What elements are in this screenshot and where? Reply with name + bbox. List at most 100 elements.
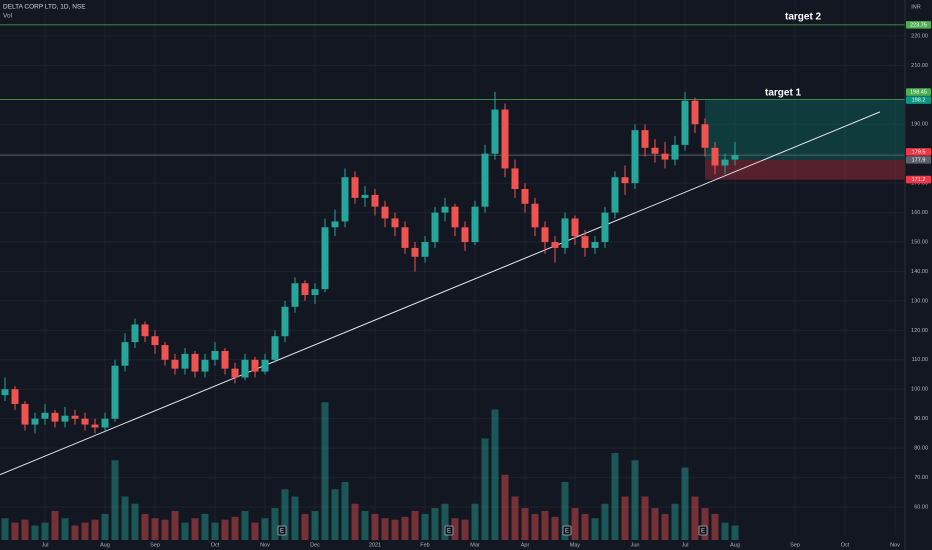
candle-body (371, 194, 379, 207)
x-tick-label: Jun (631, 542, 640, 548)
event-label: E (280, 529, 284, 535)
volume-bar (581, 513, 589, 540)
volume-bar (131, 503, 139, 540)
volume-bar (451, 518, 459, 540)
candle-body (611, 177, 619, 213)
candle-body (161, 345, 169, 360)
candle-body (1, 389, 9, 396)
candle-body (151, 336, 159, 346)
candle-body (321, 227, 329, 290)
candle-body (31, 418, 39, 425)
price-label-box (906, 21, 931, 29)
volume-bar (51, 511, 59, 540)
candle-body (651, 147, 659, 154)
candle-body (581, 236, 589, 248)
candle-body (181, 353, 189, 369)
price-label: 198.2 (912, 98, 926, 104)
volume-bar (441, 503, 449, 540)
candle-body (401, 227, 409, 248)
candle-body (731, 155, 739, 160)
x-tick-label: Apr (521, 542, 530, 548)
candle-body (131, 324, 139, 343)
annotation: target 2 (785, 12, 822, 23)
event-marker (698, 525, 708, 536)
volume-bar (41, 522, 49, 540)
price-label-box (906, 156, 931, 164)
volume-bar (431, 508, 439, 540)
candle-body (411, 247, 419, 257)
candle-body (21, 403, 29, 425)
candle-body (61, 415, 69, 422)
candle-body (121, 342, 129, 366)
volume-bar (471, 503, 479, 540)
volume-bar (341, 482, 349, 540)
price-label: 171.2 (912, 177, 926, 183)
candle-body (421, 242, 429, 257)
candle-body (91, 424, 99, 428)
volume-bar (661, 513, 669, 540)
candle-body (231, 368, 239, 378)
y-tick-label: 120.00 (911, 328, 928, 334)
candle-body (71, 415, 79, 419)
candle-body (441, 206, 449, 213)
volume-bar (501, 474, 509, 540)
volume-bar (61, 518, 69, 540)
volume-bar (31, 525, 39, 540)
event-label: E (447, 529, 451, 535)
candle-body (481, 153, 489, 207)
loss-zone (705, 159, 905, 180)
volume-bar (221, 519, 229, 540)
price-label-box (906, 96, 931, 104)
volume-bar (301, 513, 309, 540)
y-tick-label: 100.00 (911, 387, 928, 393)
volume-bar (271, 508, 279, 540)
volume-bar (291, 496, 299, 540)
event-marker (562, 525, 572, 536)
volume-bar (411, 511, 419, 540)
event-label: E (565, 529, 569, 535)
volume-bar (421, 513, 429, 540)
y-tick-label: 70.00 (914, 475, 928, 481)
candle-body (511, 168, 519, 190)
candle-body (351, 177, 359, 198)
x-tick-label: Feb (420, 542, 429, 548)
volume-bar (261, 518, 269, 540)
volume-bar (281, 489, 289, 540)
candle-body (211, 350, 219, 360)
x-tick-label: Aug (730, 542, 740, 548)
y-tick-label: 60.00 (914, 504, 928, 510)
candle-body (51, 412, 59, 422)
candle-body (101, 418, 109, 428)
candle-body (41, 412, 49, 419)
candle-body (281, 306, 289, 337)
candle-body (341, 177, 349, 222)
volume-bar (551, 516, 559, 540)
candle-body (261, 359, 269, 372)
volume-bar (561, 482, 569, 540)
y-tick-label: 110.00 (912, 357, 928, 363)
candle-body (221, 350, 229, 369)
y-tick-label: 170.00 (911, 181, 928, 187)
candle-body (241, 359, 249, 378)
volume-bar (381, 518, 389, 540)
price-label: 177.9 (912, 157, 926, 163)
trendline (0, 111, 881, 476)
y-tick-label: 80.00 (914, 446, 928, 452)
x-tick-label: Jul (681, 542, 688, 548)
candle-body (541, 227, 549, 243)
price-axis (905, 0, 932, 550)
price-label: 223.75 (910, 22, 927, 28)
candle-body (641, 130, 649, 148)
volume-bar (631, 460, 639, 540)
price-label: 179.5 (912, 149, 926, 155)
volume-bar (11, 522, 19, 540)
currency[interactable]: INR (911, 4, 921, 10)
volume-bar (111, 460, 119, 540)
event-label: E (701, 529, 705, 535)
volume-bar (601, 503, 609, 540)
volume-bar (531, 513, 539, 540)
x-tick-label: Jul (41, 542, 48, 548)
candle-body (681, 100, 689, 145)
volume-bar (71, 525, 79, 540)
